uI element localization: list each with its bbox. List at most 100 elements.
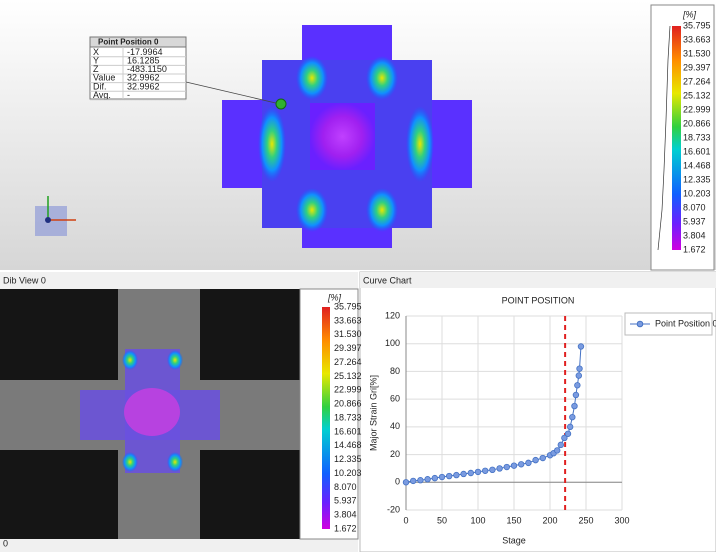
colorbar-label: 31.530 <box>334 329 362 339</box>
data-point <box>474 468 482 476</box>
table-value: 32.9962 <box>127 81 160 91</box>
y-axis-label: Major Strain Gri[%] <box>368 375 378 451</box>
legend <box>624 312 713 336</box>
axis-triad <box>35 196 76 236</box>
colorbar-label: 12.335 <box>334 454 362 464</box>
colorbar-label: 3.804 <box>334 510 357 520</box>
data-point <box>482 467 489 474</box>
data-point <box>571 402 578 410</box>
panel-header <box>360 272 716 288</box>
colorbar-label: 35.795 <box>334 301 362 311</box>
y-tick-label: 20 <box>390 449 400 459</box>
colorbar-label: 25.132 <box>334 371 362 381</box>
colorbar <box>672 26 681 250</box>
data-point <box>453 471 460 479</box>
colorbar-label: 22.999 <box>334 385 362 395</box>
data-point <box>410 477 417 485</box>
colorbar-label: 8.070 <box>683 202 706 212</box>
series-line <box>405 346 582 483</box>
colorbar-label: 31.530 <box>683 48 711 58</box>
colorbar-label: 27.264 <box>683 76 711 86</box>
table-key: Value <box>93 73 115 83</box>
table-value: - <box>127 90 130 100</box>
data-point <box>572 391 580 399</box>
data-point <box>402 479 410 486</box>
data-point <box>518 461 525 468</box>
colorbar-label: 16.601 <box>683 146 711 156</box>
colorbar-label: 12.335 <box>683 174 711 184</box>
data-point <box>438 473 446 481</box>
colorbar-label: 35.795 <box>683 20 711 30</box>
colorbar-label: 10.203 <box>683 188 711 198</box>
table-key: Z <box>93 64 99 74</box>
data-point <box>569 413 576 421</box>
data-point <box>561 434 568 442</box>
data-point <box>424 476 431 483</box>
data-point <box>460 470 467 478</box>
data-point <box>574 382 581 389</box>
y-tick-label: 0 <box>395 477 400 487</box>
colorbar-label: 25.132 <box>683 90 711 100</box>
x-tick-label: 150 <box>506 515 521 525</box>
x-tick-label: 0 <box>403 515 408 525</box>
colorbar-label: 18.733 <box>683 132 711 142</box>
colorbar-label: 5.937 <box>683 216 706 226</box>
x-axis-label: Stage <box>502 535 526 545</box>
colorbar-label: 18.733 <box>334 412 362 422</box>
table-title: Point Position 0 <box>98 38 159 47</box>
data-point <box>576 365 583 372</box>
data-point <box>417 477 424 484</box>
colorbar-label: 14.468 <box>683 160 711 170</box>
colorbar <box>322 307 330 529</box>
colorbar-label: 29.397 <box>334 343 362 353</box>
leader-line <box>185 81 281 105</box>
data-point <box>539 454 546 462</box>
colorbar-label: 20.866 <box>683 118 711 128</box>
colorbar-label: 10.203 <box>334 468 362 478</box>
chart-title: POINT POSITION <box>502 295 575 305</box>
colorbar-label: 20.866 <box>334 399 362 409</box>
y-tick-label: 80 <box>390 366 400 376</box>
data-point <box>557 441 564 449</box>
data-point <box>575 372 582 379</box>
y-tick-label: 100 <box>385 338 400 348</box>
point-info-table: Point Position 0 <box>89 36 187 100</box>
colorbar-label: 33.663 <box>334 315 362 325</box>
colorbar-label: 29.397 <box>683 62 711 72</box>
y-tick-label: -20 <box>387 504 400 514</box>
x-tick-label: 100 <box>470 515 485 525</box>
colorbar-label: 33.663 <box>683 34 711 44</box>
data-point <box>496 465 503 472</box>
colorbar-label: 22.999 <box>683 104 711 114</box>
colorbar-label: 16.601 <box>334 426 362 436</box>
table-key: Dif. <box>93 81 107 91</box>
colorbar-label: 3.804 <box>683 230 706 240</box>
point-marker[interactable] <box>275 98 287 110</box>
data-point <box>554 447 561 454</box>
data-point <box>503 463 510 471</box>
colorbar-unit: [%] <box>682 9 697 19</box>
panel-title: Curve Chart <box>363 275 412 285</box>
colorbar-label: 1.672 <box>683 244 706 254</box>
colorbar-label: 14.468 <box>334 440 362 450</box>
y-tick-label: 60 <box>390 394 400 404</box>
legend-label: Point Position 0 <box>655 318 716 328</box>
data-point <box>577 343 585 350</box>
specimen-image <box>0 289 300 539</box>
data-point <box>525 459 532 467</box>
colorbar-label: 27.264 <box>334 357 362 367</box>
histogram <box>657 25 671 251</box>
x-tick-label: 50 <box>437 515 447 525</box>
table-value: -483.1150 <box>127 64 167 74</box>
y-tick-label: 120 <box>385 310 400 320</box>
data-point <box>489 466 496 474</box>
table-key: Avg. <box>93 90 111 100</box>
data-point <box>431 474 438 482</box>
x-tick-label: 200 <box>542 515 557 525</box>
status-text: 0 <box>3 538 8 548</box>
table-value: -17.9964 <box>127 47 163 57</box>
x-tick-label: 300 <box>614 515 629 525</box>
colorbar-label: 1.672 <box>334 523 357 533</box>
data-point <box>532 456 539 464</box>
